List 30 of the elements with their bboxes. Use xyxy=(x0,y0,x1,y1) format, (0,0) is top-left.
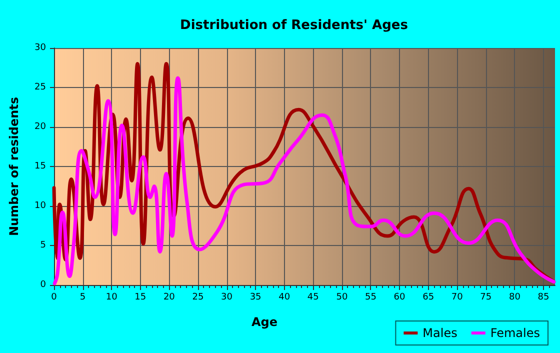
y-tick-label: 25 xyxy=(34,82,46,92)
x-tick-label: 45 xyxy=(307,292,319,302)
x-tick-label: 5 xyxy=(80,292,86,302)
legend-label: Males xyxy=(422,326,458,340)
x-tick-label: 85 xyxy=(538,292,550,302)
y-axis-title: Number of residents xyxy=(7,96,21,236)
x-axis-title: Age xyxy=(251,315,278,329)
x-tick-label: 25 xyxy=(192,292,204,302)
x-tick-label: 10 xyxy=(106,292,118,302)
y-tick-label: 30 xyxy=(34,43,46,53)
y-tick-label: 5 xyxy=(40,240,46,250)
x-tick-label: 70 xyxy=(451,292,464,302)
y-tick-label: 10 xyxy=(34,201,46,211)
y-tick-label: 0 xyxy=(40,280,46,290)
x-tick-label: 35 xyxy=(250,292,262,302)
x-tick-label: 75 xyxy=(480,292,492,302)
legend-label: Females xyxy=(490,326,540,340)
x-tick-label: 80 xyxy=(508,292,521,302)
x-tick-label: 0 xyxy=(51,292,58,302)
x-tick-label: 40 xyxy=(278,292,290,302)
x-tick-label: 15 xyxy=(134,292,146,302)
chart-title: Distribution of Residents' Ages xyxy=(180,18,408,33)
x-tick-label: 60 xyxy=(394,292,406,302)
x-tick-label: 65 xyxy=(422,292,434,302)
y-tick-label: 20 xyxy=(34,122,46,132)
x-tick-label: 55 xyxy=(365,292,376,302)
x-tick-label: 50 xyxy=(336,292,348,302)
x-tick-label: 20 xyxy=(163,292,176,302)
y-tick-label: 15 xyxy=(34,162,46,172)
x-tick-label: 30 xyxy=(221,292,233,302)
